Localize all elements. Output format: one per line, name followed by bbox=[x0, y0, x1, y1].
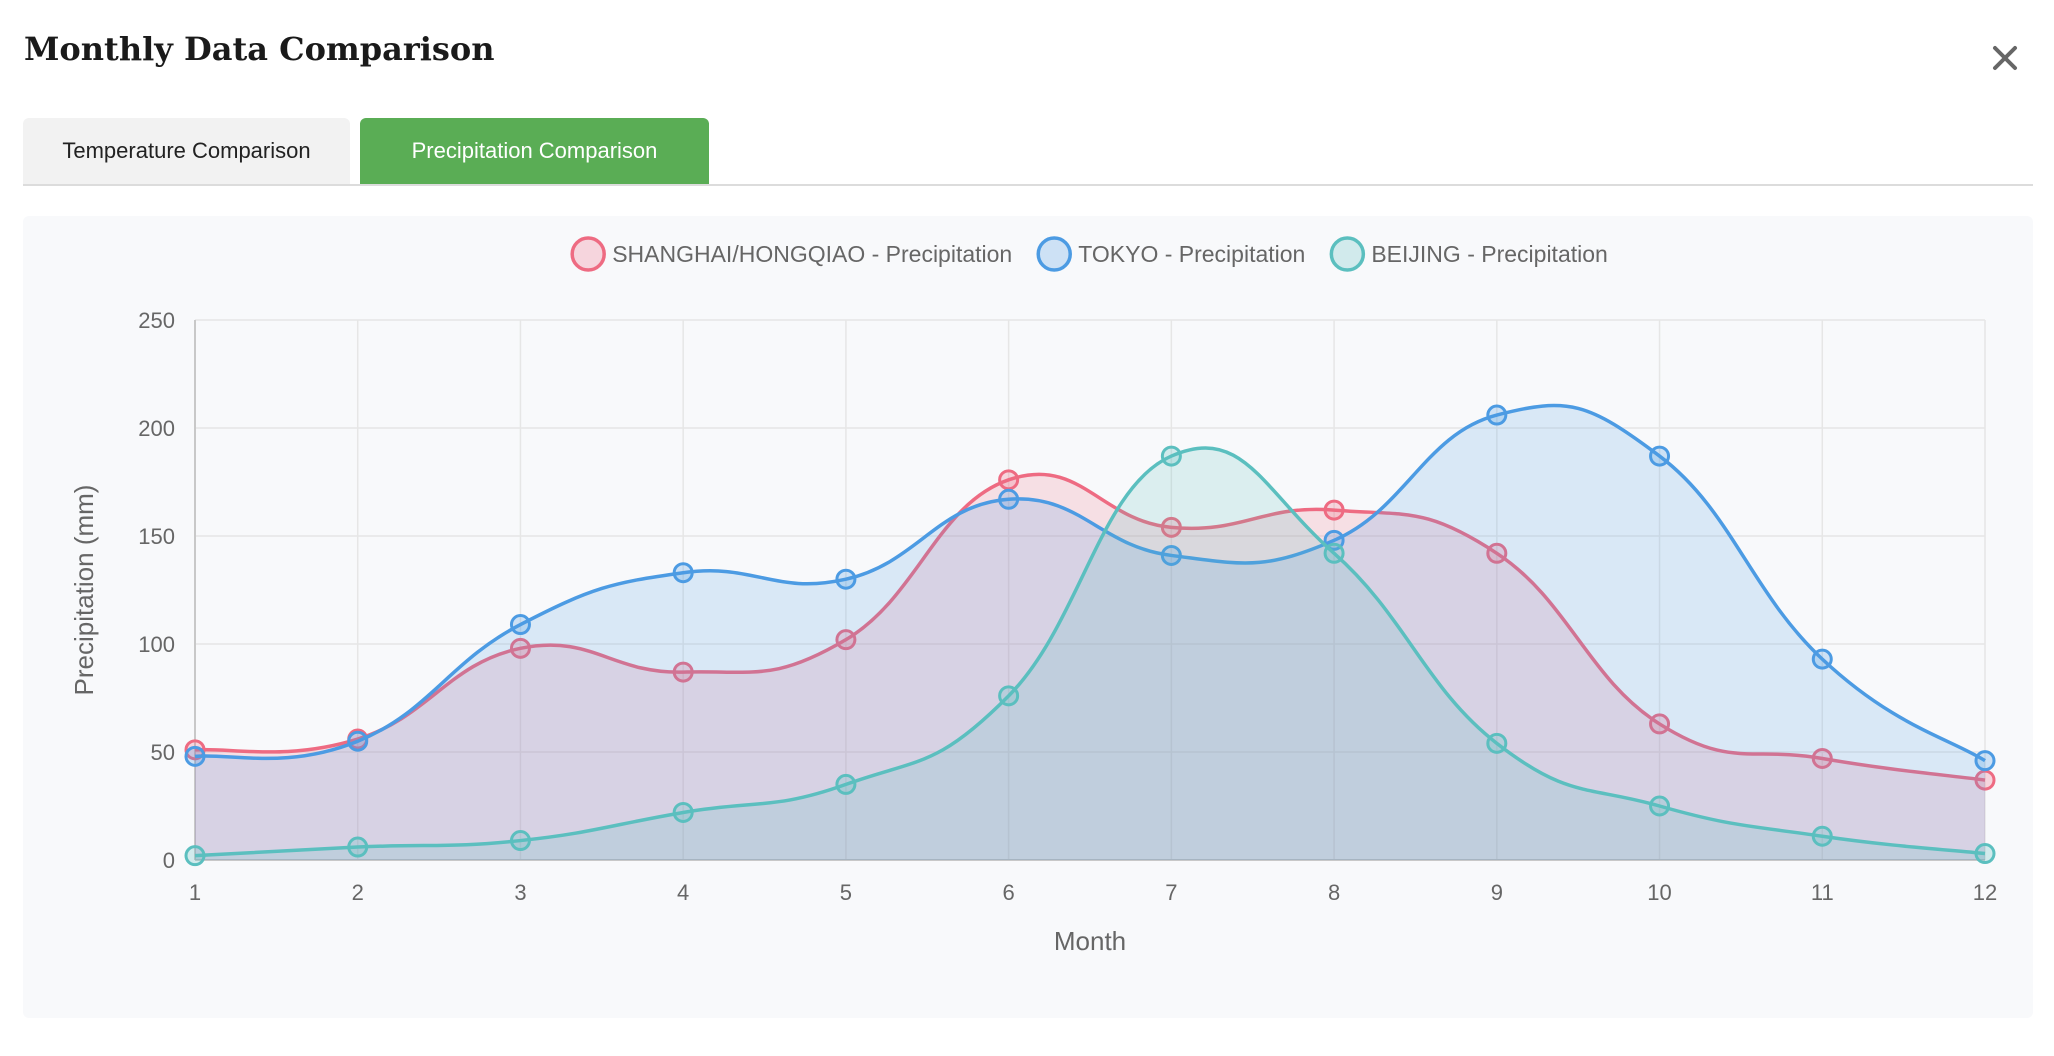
modal-title: Monthly Data Comparison bbox=[24, 30, 495, 68]
x-tick-label: 1 bbox=[189, 880, 201, 905]
data-point bbox=[1486, 542, 1508, 564]
x-tick-label: 6 bbox=[1003, 880, 1015, 905]
data-point bbox=[1811, 825, 1833, 847]
data-point bbox=[835, 568, 857, 590]
tab-bar: Temperature Comparison Precipitation Com… bbox=[23, 118, 2033, 186]
series-line bbox=[194, 446, 1986, 858]
y-axis-title: Precipitation (mm) bbox=[69, 485, 99, 696]
series-area bbox=[195, 447, 1985, 860]
legend-label: TOKYO - Precipitation bbox=[1078, 241, 1305, 267]
tab-temperature-comparison[interactable]: Temperature Comparison bbox=[23, 118, 350, 184]
data-point bbox=[1649, 795, 1671, 817]
data-point bbox=[1649, 713, 1671, 735]
x-tick-label: 3 bbox=[514, 880, 526, 905]
data-point bbox=[1160, 445, 1182, 467]
data-point bbox=[184, 745, 206, 767]
data-point bbox=[1974, 843, 1996, 865]
legend-item-2: TOKYO - Precipitation bbox=[1036, 236, 1305, 272]
close-button[interactable] bbox=[1985, 38, 2025, 78]
x-tick-label: 7 bbox=[1165, 880, 1177, 905]
series-line bbox=[194, 472, 1986, 782]
x-tick-label: 8 bbox=[1328, 880, 1340, 905]
data-point bbox=[672, 661, 694, 683]
x-tick-label: 2 bbox=[352, 880, 364, 905]
data-point bbox=[672, 801, 694, 823]
data-point bbox=[509, 830, 531, 852]
y-tick-label: 100 bbox=[138, 632, 175, 657]
legend-label: BEIJING - Precipitation bbox=[1371, 241, 1607, 267]
data-point bbox=[509, 614, 531, 636]
data-point bbox=[1486, 732, 1508, 754]
data-point bbox=[1323, 542, 1345, 564]
legend-marker bbox=[1329, 236, 1366, 272]
y-tick-label: 50 bbox=[151, 740, 175, 765]
close-icon bbox=[1993, 46, 2017, 70]
x-tick-label: 12 bbox=[1973, 880, 1997, 905]
x-tick-label: 10 bbox=[1647, 880, 1671, 905]
data-point bbox=[998, 488, 1020, 510]
series-2 bbox=[184, 403, 1996, 860]
data-point bbox=[835, 773, 857, 795]
legend-marker bbox=[1036, 236, 1072, 272]
data-point bbox=[1811, 747, 1833, 769]
tab-precipitation-comparison[interactable]: Precipitation Comparison bbox=[360, 118, 709, 184]
grid bbox=[194, 319, 1986, 861]
data-point bbox=[184, 845, 206, 867]
legend-marker bbox=[570, 236, 606, 272]
y-tick-label: 200 bbox=[138, 416, 175, 441]
x-tick-label: 9 bbox=[1491, 880, 1503, 905]
series-1 bbox=[184, 469, 1996, 860]
data-point bbox=[1160, 516, 1182, 538]
data-point bbox=[835, 629, 857, 651]
x-tick-label: 4 bbox=[677, 880, 689, 905]
data-point bbox=[998, 469, 1020, 491]
legend-label: SHANGHAI/HONGQIAO - Precipitation bbox=[612, 241, 1012, 267]
data-point bbox=[1974, 750, 1996, 772]
series-area bbox=[195, 405, 1985, 860]
data-point bbox=[509, 637, 531, 659]
legend-item-3: BEIJING - Precipitation bbox=[1329, 236, 1608, 272]
data-point bbox=[1811, 648, 1833, 670]
series-3 bbox=[184, 445, 1996, 867]
x-axis-title: Month bbox=[1054, 926, 1126, 956]
data-point bbox=[1160, 544, 1182, 566]
y-tick-label: 250 bbox=[138, 308, 175, 333]
series-area bbox=[195, 474, 1985, 860]
data-point bbox=[1323, 499, 1345, 521]
legend-item-1: SHANGHAI/HONGQIAO - Precipitation bbox=[570, 236, 1012, 272]
x-tick-label: 5 bbox=[840, 880, 852, 905]
data-point bbox=[672, 562, 694, 584]
data-point bbox=[998, 685, 1020, 707]
chart-panel: 0 50 100 150 200 250 1 2 3 4 5 6 7 8 9 10 11 12 Month Preci… bbox=[23, 216, 2033, 1018]
data-point bbox=[347, 836, 369, 858]
legend: SHANGHAI/HONGQIAO - Precipitation TOKYO -… bbox=[570, 236, 1608, 272]
data-point bbox=[347, 730, 369, 752]
data-point bbox=[1486, 404, 1508, 426]
y-tick-label: 150 bbox=[138, 524, 175, 549]
data-point bbox=[1649, 445, 1671, 467]
y-tick-label: 0 bbox=[163, 848, 175, 873]
x-tick-label: 11 bbox=[1811, 880, 1834, 905]
series-line bbox=[194, 403, 1986, 763]
